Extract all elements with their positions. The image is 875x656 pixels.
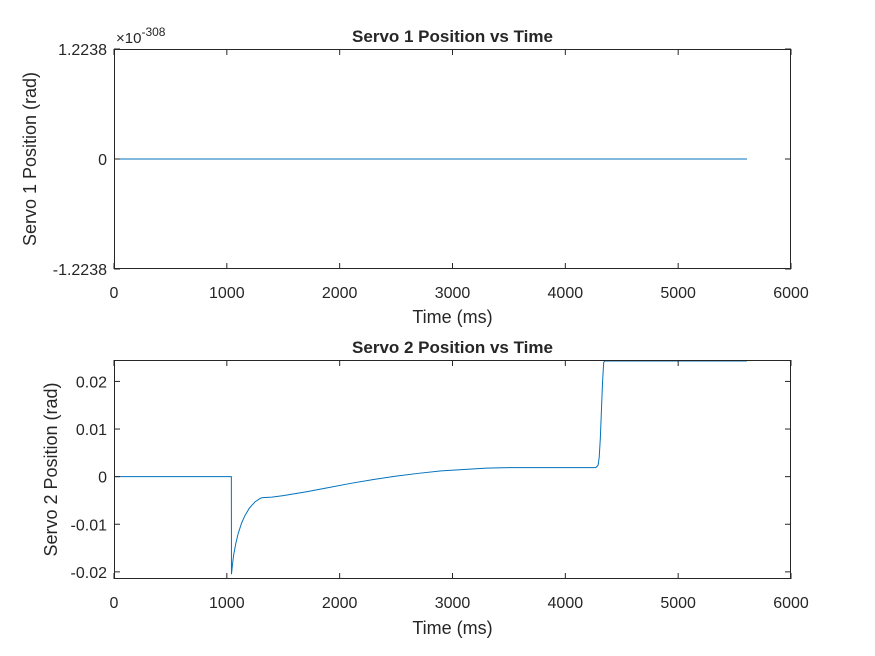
y-tick-label: 0 — [98, 470, 107, 487]
axes-1: 0 1000 2000 3000 4000 5000 6000-1.223801.2238×… — [20, 25, 809, 327]
axes-2: 0 1000 2000 3000 4000 5000 6000 -0.02 -0.01 0 0.01… — [41, 338, 809, 638]
y-exponent-label: ×10-308 — [116, 25, 166, 47]
series-line-1 — [114, 360, 747, 575]
exponent-power: -308 — [141, 25, 165, 39]
y-axis-label: Servo 2 Position (rad) — [41, 382, 61, 556]
x-tick-label: 3000 — [435, 285, 471, 302]
y-tick-label: 0.01 — [76, 422, 107, 439]
x-tick-label: 4000 — [548, 595, 584, 612]
y-tick-label: -1.2238 — [53, 262, 107, 279]
x-tick-label: 5000 — [660, 285, 696, 302]
x-axis-label: Time (ms) — [412, 618, 492, 638]
chart-title: Servo 2 Position vs Time — [352, 338, 553, 357]
y-tick-label: 0.02 — [76, 374, 107, 391]
x-tick-label: 2000 — [322, 285, 358, 302]
x-tick-label: 1000 — [209, 595, 245, 612]
y-tick-label: -0.01 — [71, 517, 108, 534]
y-axis-label: Servo 1 Position (rad) — [20, 72, 40, 246]
chart-title: Servo 1 Position vs Time — [352, 27, 553, 46]
plot-area — [114, 360, 791, 579]
exponent-base: ×10 — [116, 30, 141, 47]
y-tick-label: -0.02 — [71, 565, 108, 582]
x-axis-label: Time (ms) — [412, 307, 492, 327]
x-tick-label: 4000 — [548, 285, 584, 302]
x-tick-label: 5000 — [660, 595, 696, 612]
x-tick-label: 1000 — [209, 285, 245, 302]
y-tick-label: 0 — [98, 152, 107, 169]
x-tick-label: 0 — [110, 285, 119, 302]
x-tick-label: 3000 — [435, 595, 471, 612]
x-tick-label: 0 — [110, 595, 119, 612]
x-tick-label: 2000 — [322, 595, 358, 612]
x-tick-label: 6000 — [773, 595, 809, 612]
x-tick-label: 6000 — [773, 285, 809, 302]
y-tick-label: 1.2238 — [58, 42, 107, 59]
